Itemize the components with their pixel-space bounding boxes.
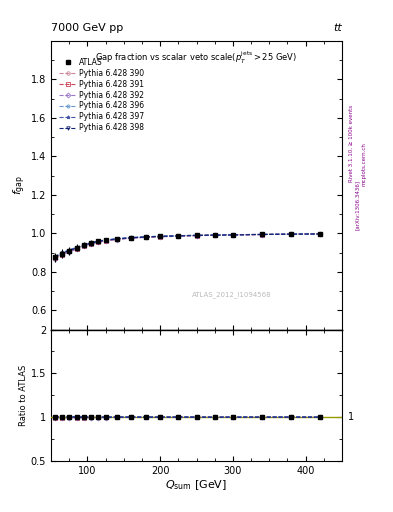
Y-axis label: Ratio to ATLAS: Ratio to ATLAS (19, 365, 28, 426)
Y-axis label: $f_\mathrm{gap}$: $f_\mathrm{gap}$ (12, 175, 28, 196)
Text: mcplots.cern.ch: mcplots.cern.ch (361, 142, 366, 186)
Text: 1: 1 (348, 412, 354, 422)
Text: tt: tt (333, 23, 342, 33)
Text: [arXiv:1306.3436]: [arXiv:1306.3436] (355, 180, 360, 230)
Text: Gap fraction vs scalar veto scale($p_T^\mathrm{jets}>25$ GeV): Gap fraction vs scalar veto scale($p_T^\… (95, 50, 298, 66)
Text: ATLAS_2012_I1094568: ATLAS_2012_I1094568 (191, 292, 271, 298)
Text: Rivet 3.1.10, ≥ 100k events: Rivet 3.1.10, ≥ 100k events (349, 105, 354, 182)
Legend: ATLAS, Pythia 6.428 390, Pythia 6.428 391, Pythia 6.428 392, Pythia 6.428 396, P: ATLAS, Pythia 6.428 390, Pythia 6.428 39… (56, 55, 147, 135)
Text: 7000 GeV pp: 7000 GeV pp (51, 23, 123, 33)
X-axis label: $Q_\mathrm{sum}$ [GeV]: $Q_\mathrm{sum}$ [GeV] (165, 478, 228, 492)
